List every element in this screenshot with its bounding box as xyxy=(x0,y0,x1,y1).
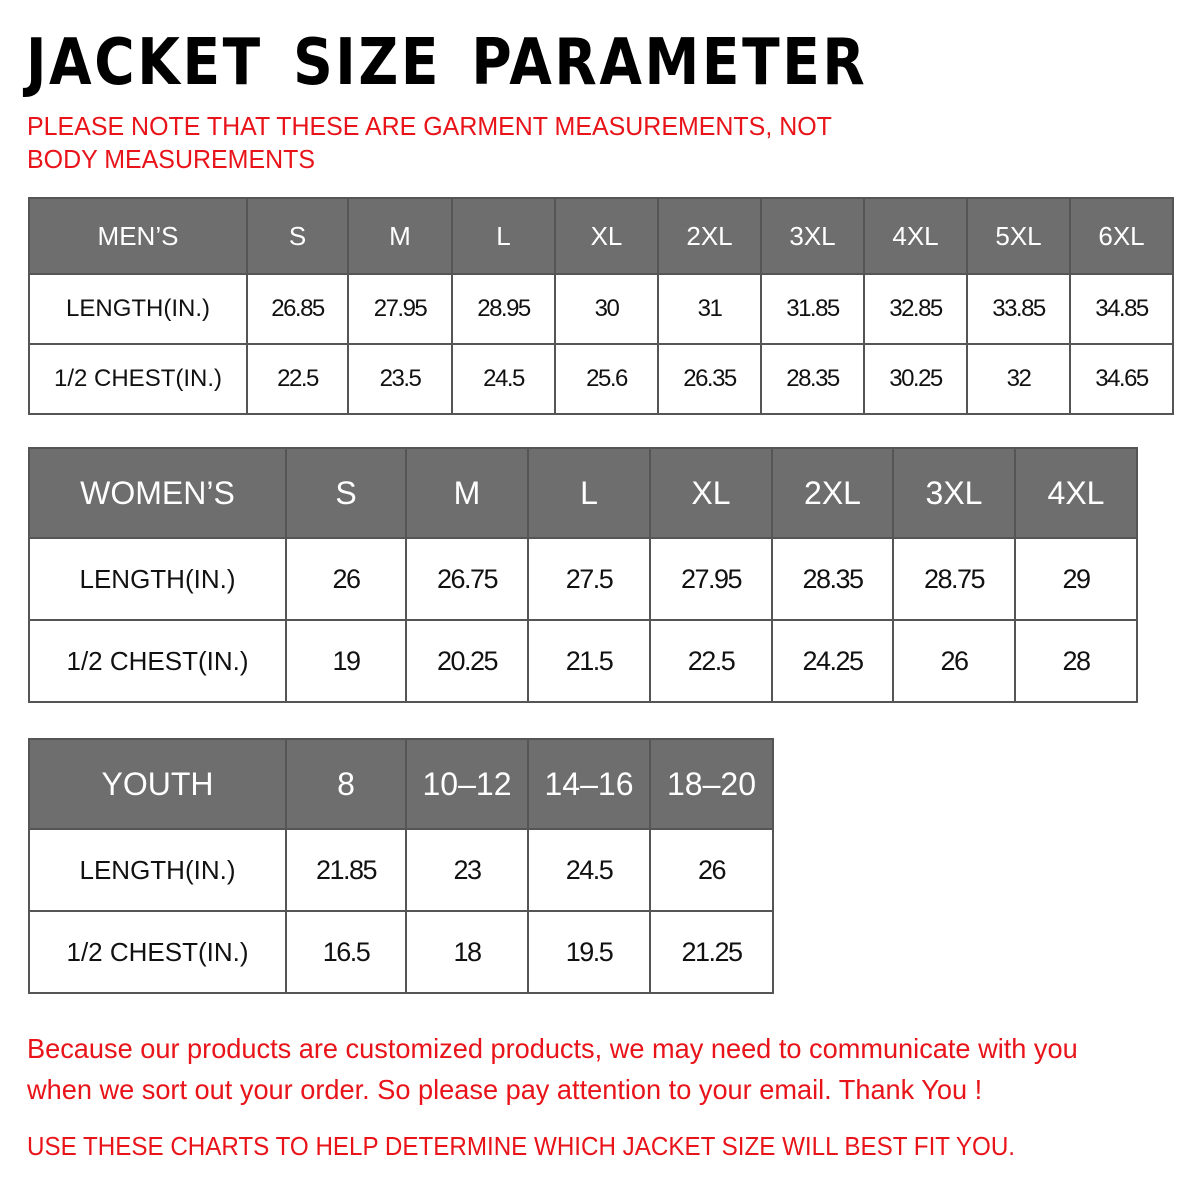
measurement-cell: 21.85 xyxy=(285,828,407,912)
measurement-cell: 31 xyxy=(657,273,762,345)
measurement-cell: 19 xyxy=(285,619,407,703)
measurement-cell: 28.35 xyxy=(760,343,865,415)
table-row: 1/2 CHEST(IN.) 22.5 23.5 24.5 25.6 26.35 28.35… xyxy=(28,343,1174,415)
page-title: JACKET SIZE PARAMETER xyxy=(26,26,868,100)
size-header-cell: L xyxy=(527,447,651,539)
measurement-cell: 28.95 xyxy=(451,273,556,345)
size-header-cell: 8 xyxy=(285,738,407,830)
measurement-cell: 26 xyxy=(892,619,1016,703)
size-header-cell: 14–16 xyxy=(527,738,651,830)
women-size-table: WOMEN’S S M L XL 2XL 3XL 4XL LENGTH(IN.) 26 26.75 2… xyxy=(28,447,1138,703)
measurement-note: PLEASE NOTE THAT THESE ARE GARMENT MEASU… xyxy=(27,111,832,174)
measurement-cell: 32 xyxy=(966,343,1071,415)
table-category-label: YOUTH xyxy=(28,738,287,830)
measurement-cell: 26 xyxy=(649,828,774,912)
measurement-cell: 30 xyxy=(554,273,659,345)
size-header-cell: 3XL xyxy=(760,197,865,275)
size-header-cell: M xyxy=(347,197,453,275)
row-label: LENGTH(IN.) xyxy=(28,273,248,345)
measurement-cell: 26 xyxy=(285,537,407,621)
table-row: 1/2 CHEST(IN.) 19 20.25 21.5 22.5 24.25 26 28 xyxy=(28,619,1138,703)
measurement-cell: 34.65 xyxy=(1069,343,1174,415)
size-header-cell: 6XL xyxy=(1069,197,1174,275)
women-header-row: WOMEN’S S M L XL 2XL 3XL 4XL xyxy=(28,447,1138,539)
youth-size-table: YOUTH 8 10–12 14–16 18–20 LENGTH(IN.) 21.85 23 2… xyxy=(28,738,774,994)
measurement-cell: 26.75 xyxy=(405,537,529,621)
row-label: 1/2 CHEST(IN.) xyxy=(28,343,248,415)
men-header-row: MEN’S S M L XL 2XL 3XL 4XL 5XL 6XL xyxy=(28,197,1174,275)
measurement-cell: 21.25 xyxy=(649,910,774,994)
size-header-cell: 3XL xyxy=(892,447,1016,539)
measurement-cell: 28 xyxy=(1014,619,1138,703)
size-help-note: USE THESE CHARTS TO HELP DETERMINE WHICH… xyxy=(27,1131,1016,1161)
measurement-cell: 22.5 xyxy=(649,619,773,703)
measurement-cell: 25.6 xyxy=(554,343,659,415)
row-label: LENGTH(IN.) xyxy=(28,537,287,621)
row-label: LENGTH(IN.) xyxy=(28,828,287,912)
size-header-cell: 18–20 xyxy=(649,738,774,830)
measurement-cell: 30.25 xyxy=(863,343,968,415)
youth-header-row: YOUTH 8 10–12 14–16 18–20 xyxy=(28,738,774,830)
size-header-cell: S xyxy=(285,447,407,539)
measurement-cell: 20.25 xyxy=(405,619,529,703)
measurement-cell: 27.95 xyxy=(347,273,453,345)
measurement-cell: 27.5 xyxy=(527,537,651,621)
measurement-cell: 29 xyxy=(1014,537,1138,621)
size-header-cell: 5XL xyxy=(966,197,1071,275)
measurement-cell: 32.85 xyxy=(863,273,968,345)
measurement-cell: 24.25 xyxy=(771,619,894,703)
measurement-cell: 23.5 xyxy=(347,343,453,415)
measurement-cell: 28.35 xyxy=(771,537,894,621)
table-row: LENGTH(IN.) 26.85 27.95 28.95 30 31 31.85 32.85… xyxy=(28,273,1174,345)
measurement-cell: 23 xyxy=(405,828,529,912)
row-label: 1/2 CHEST(IN.) xyxy=(28,910,287,994)
notice-line-1: Because our products are customized prod… xyxy=(27,1033,1078,1064)
size-header-cell: 4XL xyxy=(863,197,968,275)
table-row: LENGTH(IN.) 21.85 23 24.5 26 xyxy=(28,828,774,912)
measurement-cell: 33.85 xyxy=(966,273,1071,345)
measurement-cell: 26.85 xyxy=(246,273,349,345)
measurement-cell: 19.5 xyxy=(527,910,651,994)
measurement-cell: 18 xyxy=(405,910,529,994)
measurement-cell: 24.5 xyxy=(451,343,556,415)
measurement-cell: 21.5 xyxy=(527,619,651,703)
table-row: 1/2 CHEST(IN.) 16.5 18 19.5 21.25 xyxy=(28,910,774,994)
size-header-cell: 10–12 xyxy=(405,738,529,830)
size-header-cell: M xyxy=(405,447,529,539)
size-header-cell: 2XL xyxy=(771,447,894,539)
table-row: LENGTH(IN.) 26 26.75 27.5 27.95 28.35 28.75 29 xyxy=(28,537,1138,621)
men-size-table: MEN’S S M L XL 2XL 3XL 4XL 5XL 6XL LENGTH(IN.) 26.8… xyxy=(28,197,1174,415)
measurement-cell: 28.75 xyxy=(892,537,1016,621)
row-label: 1/2 CHEST(IN.) xyxy=(28,619,287,703)
size-header-cell: S xyxy=(246,197,349,275)
size-header-cell: XL xyxy=(554,197,659,275)
table-category-label: WOMEN’S xyxy=(28,447,287,539)
measurement-cell: 16.5 xyxy=(285,910,407,994)
measurement-cell: 26.35 xyxy=(657,343,762,415)
size-header-cell: 2XL xyxy=(657,197,762,275)
measurement-cell: 24.5 xyxy=(527,828,651,912)
measurement-cell: 34.85 xyxy=(1069,273,1174,345)
size-header-cell: L xyxy=(451,197,556,275)
notice-line-2: when we sort out your order. So please p… xyxy=(27,1074,983,1105)
size-header-cell: XL xyxy=(649,447,773,539)
measurement-cell: 22.5 xyxy=(246,343,349,415)
measurement-cell: 31.85 xyxy=(760,273,865,345)
table-category-label: MEN’S xyxy=(28,197,248,275)
size-header-cell: 4XL xyxy=(1014,447,1138,539)
customization-notice: Because our products are customized prod… xyxy=(27,1028,1078,1110)
measurement-cell: 27.95 xyxy=(649,537,773,621)
